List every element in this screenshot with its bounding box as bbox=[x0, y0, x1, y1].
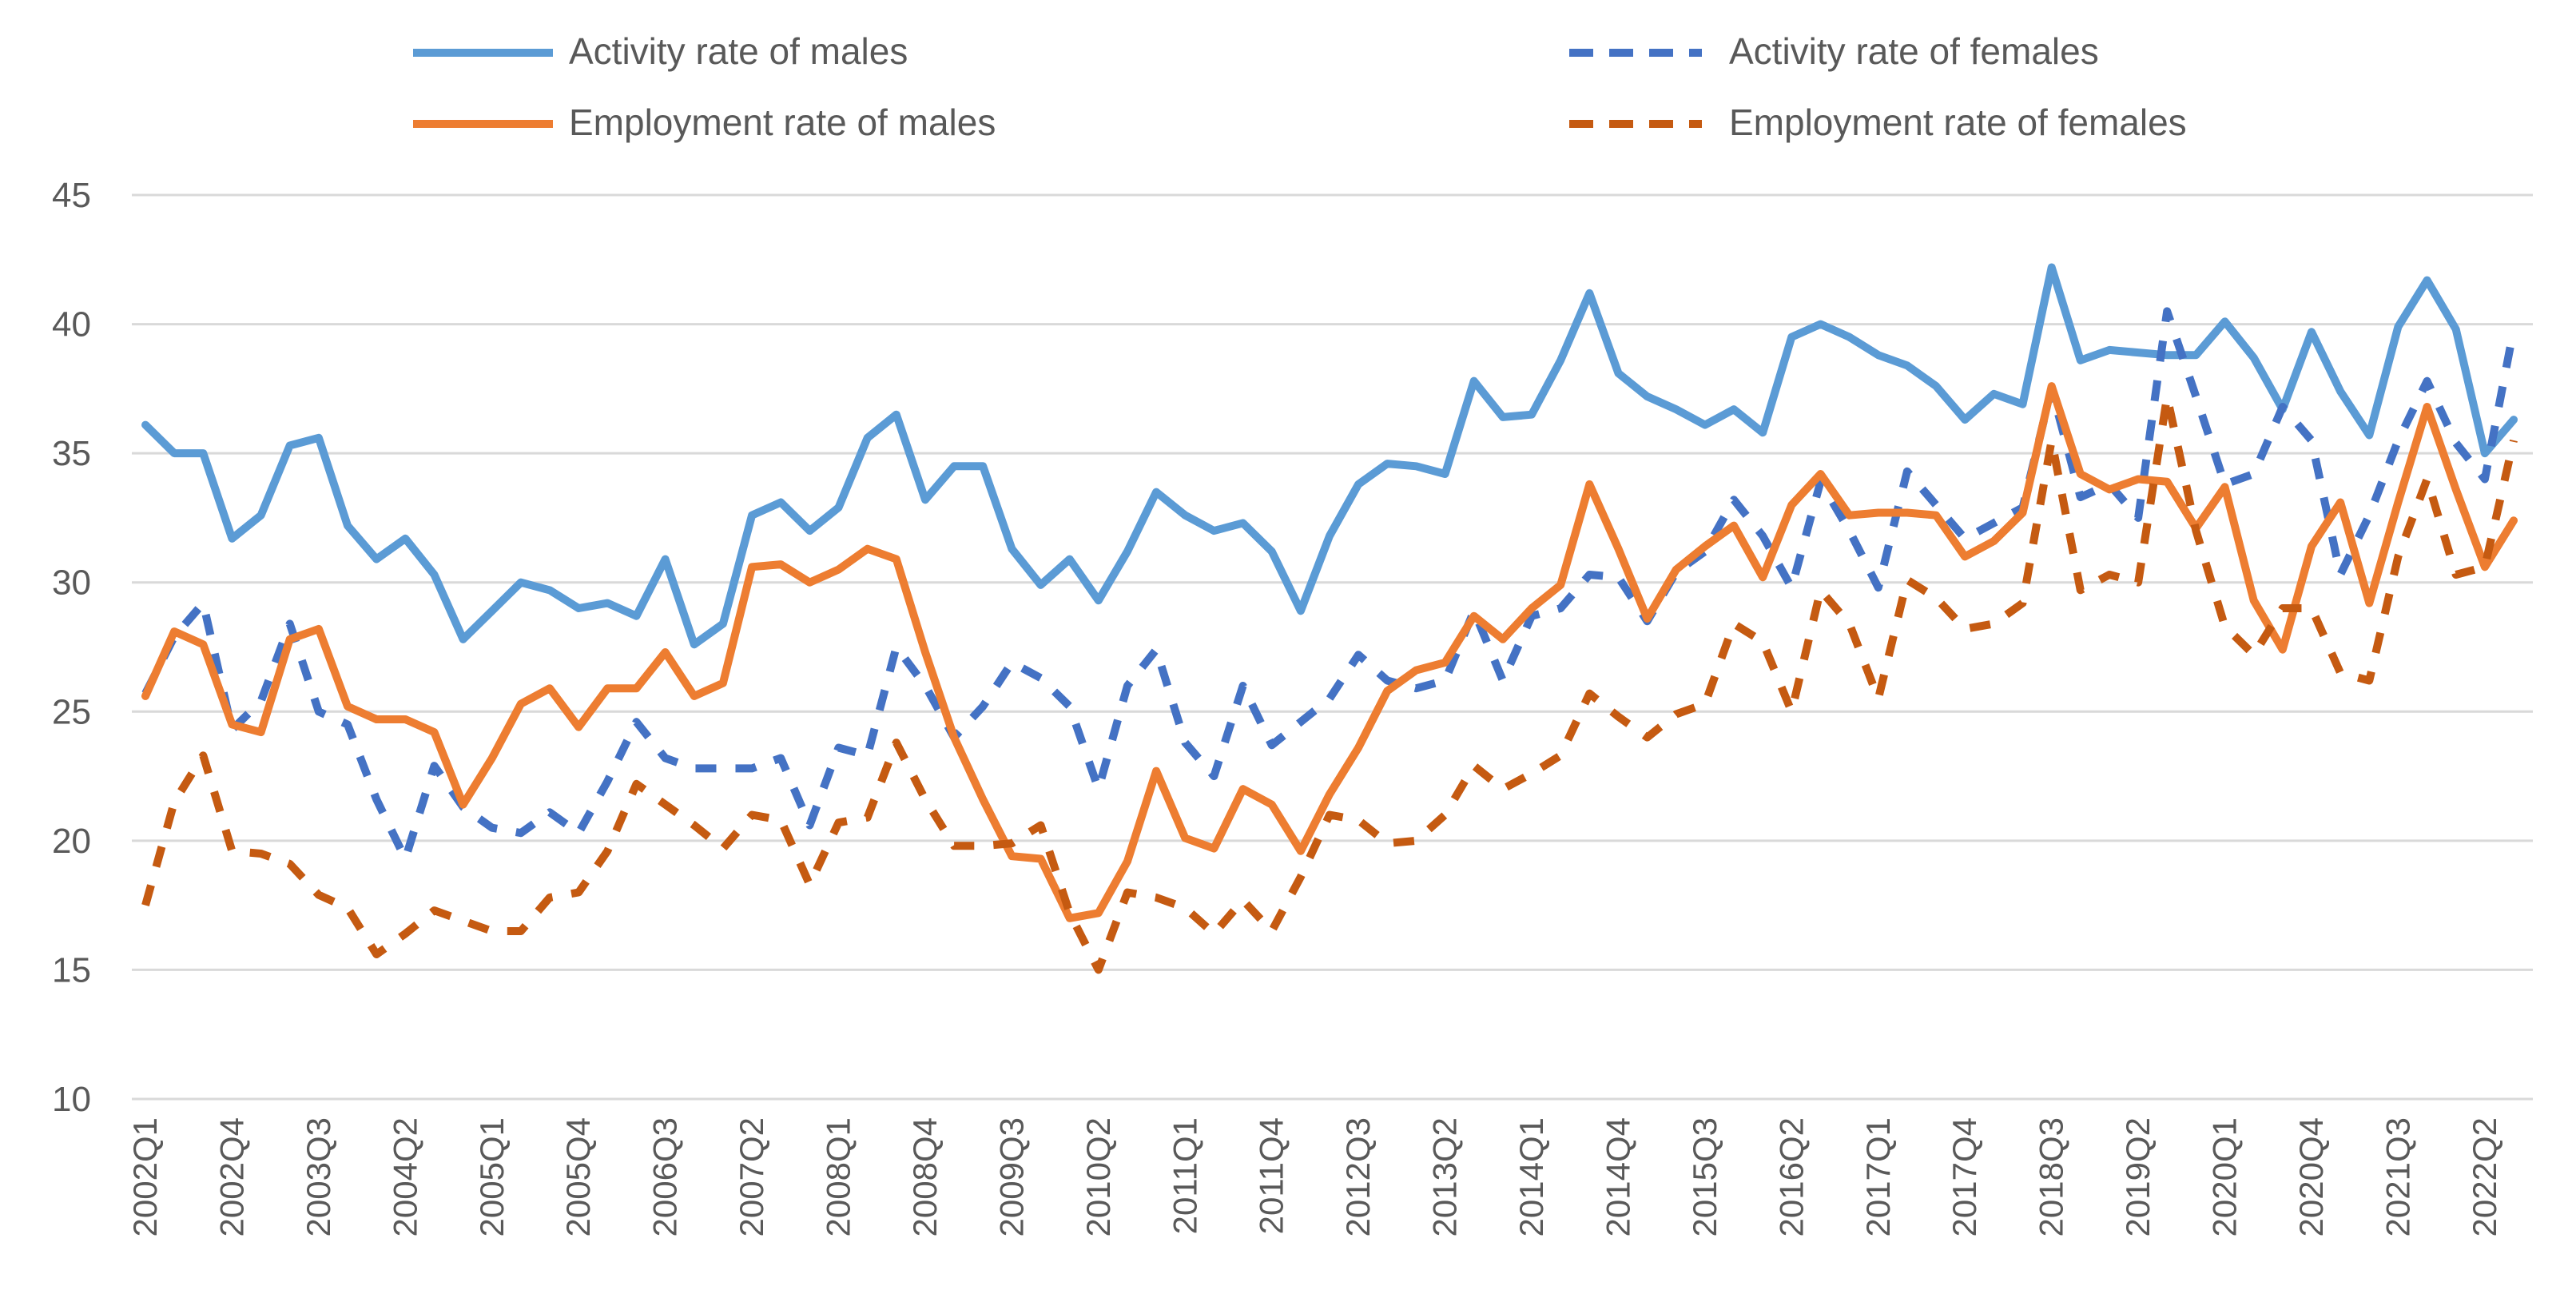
x-tick-label: 2008Q4 bbox=[906, 1117, 944, 1236]
legend-label-activity-males: Activity rate of males bbox=[569, 30, 908, 72]
x-tick-label: 2015Q3 bbox=[1686, 1117, 1723, 1236]
x-tick-label: 2022Q2 bbox=[2466, 1117, 2503, 1236]
x-tick-label: 2017Q1 bbox=[1859, 1117, 1897, 1236]
x-tick-label: 2011Q1 bbox=[1166, 1117, 1203, 1234]
legend-label-employment-males: Employment rate of males bbox=[569, 102, 996, 143]
x-tick-label: 2017Q4 bbox=[1946, 1117, 1983, 1236]
y-tick-label: 35 bbox=[52, 434, 91, 473]
series-lines bbox=[141, 263, 2518, 974]
x-tick-label: 2020Q1 bbox=[2206, 1117, 2244, 1236]
y-axis: 10 15 20 25 30 35 40 45 bbox=[52, 176, 91, 1119]
y-tick-label: 45 bbox=[52, 176, 91, 215]
y-tick-label: 15 bbox=[52, 950, 91, 989]
x-tick-label: 2007Q2 bbox=[733, 1117, 770, 1236]
gridlines bbox=[132, 193, 2533, 1101]
legend-label-employment-females: Employment rate of females bbox=[1729, 102, 2187, 143]
x-tick-label: 2019Q2 bbox=[2119, 1117, 2157, 1236]
y-tick-label: 25 bbox=[52, 692, 91, 731]
series-line-employment-rate-of-males bbox=[141, 382, 2518, 922]
legend-item-employment-males: Employment rate of males bbox=[413, 102, 996, 143]
x-tick-label: 2002Q4 bbox=[213, 1117, 250, 1236]
x-tick-label: 2014Q4 bbox=[1599, 1117, 1636, 1236]
x-tick-label: 2016Q2 bbox=[1772, 1117, 1810, 1236]
x-tick-label: 2012Q3 bbox=[1339, 1117, 1377, 1236]
x-tick-label: 2002Q1 bbox=[126, 1117, 164, 1236]
series-line-activity-rate-of-males bbox=[141, 263, 2518, 649]
x-tick-label: 2021Q3 bbox=[2379, 1117, 2416, 1236]
x-tick-label: 2003Q3 bbox=[300, 1117, 337, 1236]
x-tick-label: 2005Q1 bbox=[473, 1117, 511, 1236]
series-line-employment-rate-of-females bbox=[141, 392, 2518, 974]
x-tick-label: 2006Q3 bbox=[646, 1117, 684, 1236]
x-tick-label: 2013Q2 bbox=[1426, 1117, 1464, 1236]
x-axis: 2002Q1 2002Q4 2003Q3 2004Q2 2005Q1 2005Q4 2006… bbox=[126, 1117, 2503, 1236]
legend-item-activity-females: Activity rate of females bbox=[1569, 30, 2099, 72]
y-tick-label: 20 bbox=[52, 822, 91, 861]
x-tick-label: 2008Q1 bbox=[820, 1117, 857, 1236]
y-tick-label: 30 bbox=[52, 563, 91, 603]
legend-item-activity-males: Activity rate of males bbox=[413, 30, 908, 72]
x-tick-label: 2004Q2 bbox=[386, 1117, 423, 1236]
legend-item-employment-females: Employment rate of females bbox=[1569, 102, 2187, 143]
x-tick-label: 2018Q3 bbox=[2033, 1117, 2070, 1236]
x-tick-label: 2020Q4 bbox=[2292, 1117, 2330, 1236]
x-tick-label: 2009Q3 bbox=[992, 1117, 1030, 1236]
x-tick-label: 2005Q4 bbox=[559, 1117, 597, 1236]
y-tick-label: 10 bbox=[52, 1080, 91, 1119]
series-line-activity-rate-of-females bbox=[141, 307, 2518, 863]
x-tick-label: 2014Q1 bbox=[1513, 1117, 1550, 1236]
y-tick-label: 40 bbox=[52, 305, 91, 344]
legend-label-activity-females: Activity rate of females bbox=[1729, 30, 2099, 72]
x-tick-label: 2011Q4 bbox=[1253, 1117, 1290, 1234]
legend: Activity rate of males Activity rate of … bbox=[413, 30, 2187, 143]
x-tick-label: 2010Q2 bbox=[1079, 1117, 1117, 1236]
